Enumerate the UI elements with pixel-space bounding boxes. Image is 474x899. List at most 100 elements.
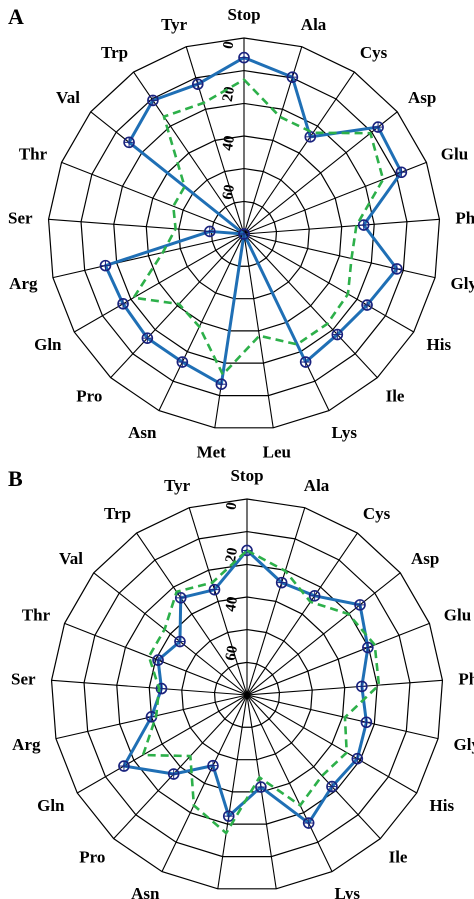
data-point-thr bbox=[152, 654, 164, 666]
category-label-phe: Phe bbox=[458, 670, 474, 689]
spoke-ile bbox=[243, 233, 378, 379]
spoke-tyr bbox=[185, 46, 245, 235]
spoke-gln bbox=[76, 694, 248, 794]
data-point-ile bbox=[331, 328, 344, 341]
category-label-pro: Pro bbox=[76, 386, 102, 405]
data-point-lys bbox=[299, 356, 312, 368]
category-label-stop: Stop bbox=[230, 466, 263, 485]
data-point-phe bbox=[356, 680, 368, 693]
data-point-gly bbox=[360, 716, 373, 729]
spoke-glu bbox=[246, 622, 430, 696]
grid-ring-0 bbox=[50, 498, 444, 890]
spoke-phe bbox=[246, 679, 443, 696]
spoke-tyr bbox=[188, 507, 248, 696]
data-point-ala bbox=[286, 71, 299, 83]
category-label-gln: Gln bbox=[34, 335, 62, 354]
grid-ring-4 bbox=[181, 628, 313, 761]
panel-letter: B bbox=[8, 466, 23, 491]
spoke-gly bbox=[243, 233, 436, 279]
data-point-pro bbox=[141, 332, 154, 344]
category-label-thr: Thr bbox=[19, 145, 48, 164]
series-line-solid bbox=[103, 56, 403, 386]
grid-ring-1 bbox=[80, 69, 408, 397]
series-line-dashed bbox=[132, 78, 385, 376]
spoke-his bbox=[246, 694, 418, 794]
spoke-trp bbox=[133, 71, 245, 235]
data-point-leu bbox=[255, 781, 267, 793]
data-point-glu bbox=[395, 166, 408, 179]
grid-ring-1 bbox=[83, 530, 411, 858]
category-label-lys: Lys bbox=[332, 423, 358, 442]
category-label-stop: Stop bbox=[227, 5, 260, 24]
radial-tick-label: 0 bbox=[223, 501, 240, 511]
data-point-cys bbox=[308, 590, 321, 602]
spoke-gln bbox=[73, 233, 245, 333]
category-label-glu: Glu bbox=[441, 145, 468, 164]
category-label-asn: Asn bbox=[131, 884, 160, 899]
grid-ring-5 bbox=[210, 200, 278, 267]
data-point-stop bbox=[238, 51, 250, 64]
spoke-gly bbox=[246, 694, 439, 740]
category-label-asn: Asn bbox=[128, 423, 157, 442]
data-point-trp bbox=[174, 592, 187, 604]
radial-tick-label: 40 bbox=[223, 595, 241, 613]
category-label-tyr: Tyr bbox=[164, 476, 191, 495]
grid-ring-3 bbox=[148, 596, 346, 793]
data-point-glu bbox=[362, 641, 374, 654]
spoke-ala bbox=[246, 507, 306, 696]
category-label-gln: Gln bbox=[37, 796, 65, 815]
panel-letter: A bbox=[8, 4, 24, 29]
spoke-pro bbox=[113, 694, 248, 840]
category-label-gly: Gly bbox=[451, 274, 474, 293]
category-label-phe: Phe bbox=[455, 209, 474, 228]
data-point-met bbox=[215, 378, 228, 391]
category-label-pro: Pro bbox=[79, 847, 105, 866]
spoke-trp bbox=[136, 532, 248, 696]
series-line-dashed bbox=[141, 549, 381, 835]
category-label-asp: Asp bbox=[408, 88, 436, 107]
data-point-ile bbox=[326, 780, 338, 793]
category-label-cys: Cys bbox=[360, 43, 388, 62]
category-label-val: Val bbox=[56, 88, 80, 107]
data-point-pro bbox=[167, 768, 180, 780]
category-label-val: Val bbox=[59, 549, 83, 568]
data-point-asn bbox=[207, 759, 219, 772]
spoke-asn bbox=[161, 694, 248, 872]
grid-ring-2 bbox=[113, 102, 375, 364]
spoke-val bbox=[93, 572, 248, 696]
category-label-thr: Thr bbox=[22, 606, 51, 625]
category-label-ser: Ser bbox=[8, 209, 33, 228]
data-point-tyr bbox=[191, 78, 204, 90]
radar-panel-b: B0204060StopAlaCysAspGluPheGlyHisIleLysL… bbox=[8, 466, 474, 899]
category-label-lys: Lys bbox=[335, 884, 361, 899]
category-label-arg: Arg bbox=[9, 274, 38, 293]
data-point-gln bbox=[118, 760, 130, 772]
spoke-asn bbox=[158, 233, 245, 411]
category-label-tyr: Tyr bbox=[161, 15, 188, 34]
category-label-ser: Ser bbox=[11, 670, 36, 689]
grid bbox=[50, 498, 444, 890]
radial-tick-label: 40 bbox=[220, 134, 238, 152]
spoke-thr bbox=[61, 161, 245, 235]
radial-tick-label: 20 bbox=[223, 546, 241, 564]
data-point-asp bbox=[354, 599, 366, 611]
spoke-lys bbox=[246, 694, 333, 872]
radial-tick-label: 60 bbox=[223, 644, 241, 662]
data-point-val bbox=[174, 635, 186, 648]
data-point-arg bbox=[99, 259, 112, 272]
grid-ring-0 bbox=[47, 37, 441, 429]
data-point-his bbox=[361, 299, 373, 311]
data-point-asp bbox=[372, 121, 384, 133]
category-label-ile: Ile bbox=[389, 847, 408, 866]
category-label-leu: Leu bbox=[263, 443, 291, 462]
category-label-asp: Asp bbox=[411, 549, 439, 568]
data-point-gly bbox=[391, 263, 403, 275]
grid-ring-5 bbox=[213, 661, 281, 728]
category-label-his: His bbox=[427, 335, 452, 354]
data-point-ala bbox=[275, 576, 288, 589]
spoke-phe bbox=[243, 218, 440, 235]
data-point-trp bbox=[147, 94, 159, 107]
data-point-lys bbox=[302, 817, 315, 829]
category-label-glu: Glu bbox=[444, 606, 471, 625]
grid-ring-3 bbox=[145, 135, 343, 332]
